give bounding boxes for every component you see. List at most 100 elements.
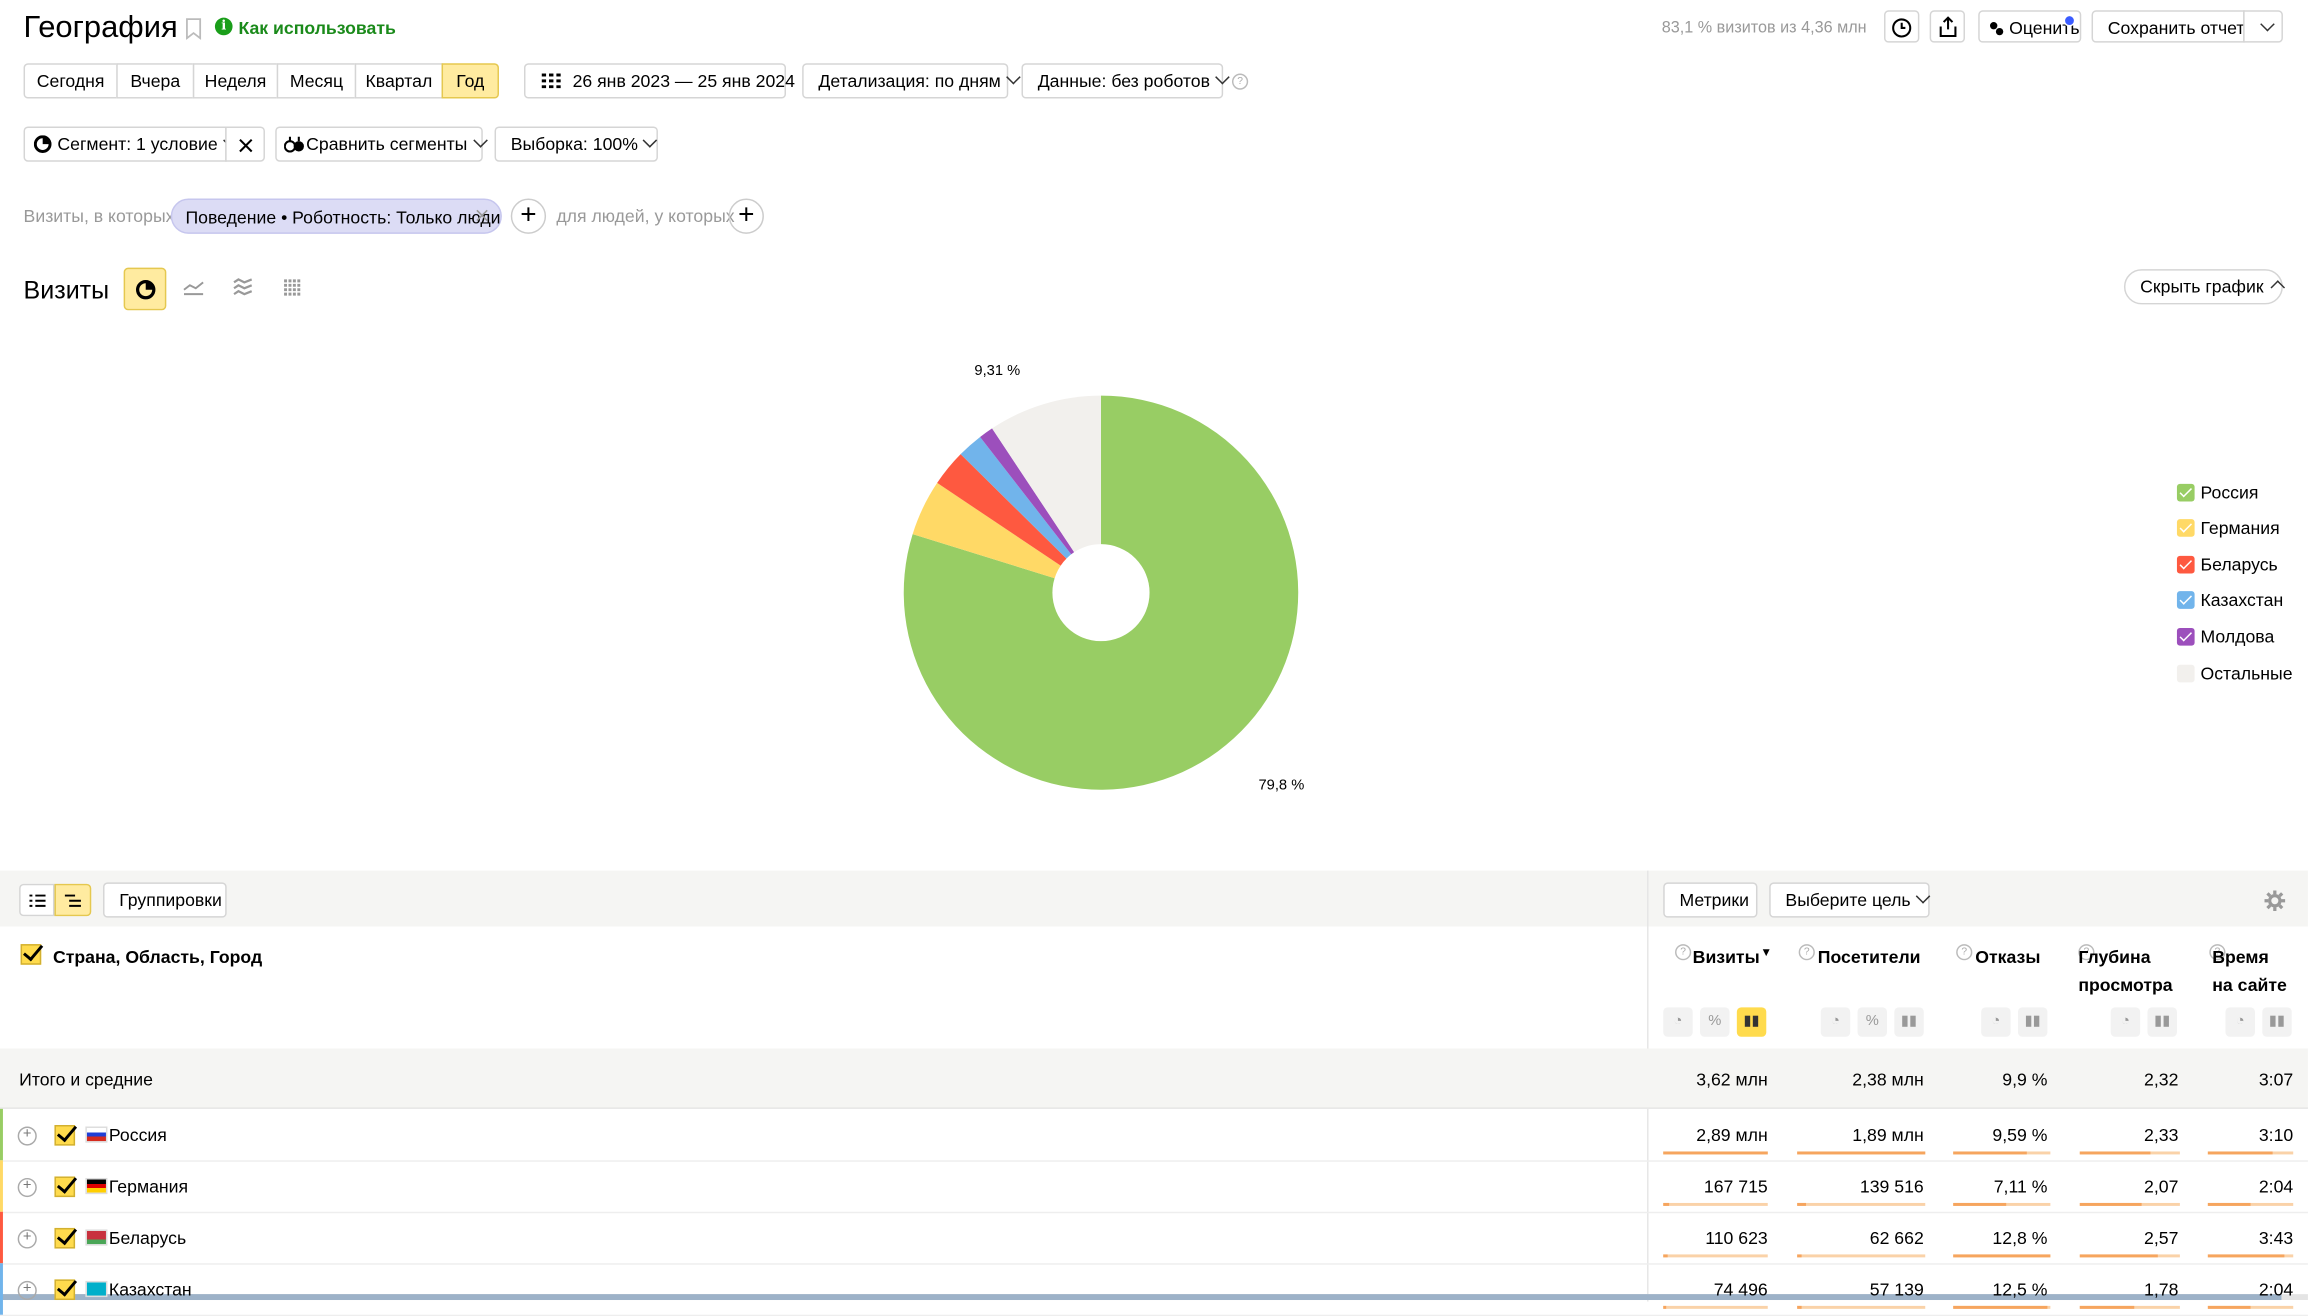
pie-view-icon[interactable]: ◔ [1820, 1007, 1851, 1037]
row-bar-track [1797, 1254, 1926, 1258]
row-bar-track [2207, 1254, 2294, 1258]
data-filter-dropdown[interactable]: Данные: без роботов [1021, 63, 1230, 99]
tree-icon [64, 894, 81, 907]
pie-slice-1[interactable] [912, 482, 1101, 593]
info-icon: i [214, 17, 233, 36]
bottom-scrollbar[interactable] [0, 1294, 2308, 1301]
expand-icon[interactable]: + [17, 1280, 37, 1301]
flag-icon [85, 1126, 108, 1143]
metrics-button[interactable]: Метрики [1663, 882, 1758, 918]
sort-desc-icon[interactable]: ▼ [1760, 945, 1773, 959]
close-icon[interactable] [475, 209, 488, 222]
percent-view-icon[interactable]: % [1857, 1007, 1887, 1037]
save-report-menu-button[interactable] [2243, 10, 2283, 43]
row-name[interactable]: Беларусь [108, 1227, 187, 1249]
dimension-header[interactable]: Страна, Область, Город [52, 947, 263, 968]
line-chart-icon[interactable] [183, 279, 205, 297]
how-to-use-link[interactable]: Как использовать [238, 17, 396, 39]
table-row[interactable]: + Беларусь 110 623 62 662 12,8 % 2,57 3:43 [0, 1211, 2308, 1265]
plus-icon: + [520, 200, 537, 231]
table-row[interactable]: + Казахстан 74 496 57 139 12,5 % 1,78 2:04 [0, 1263, 2308, 1316]
period-4[interactable]: Квартал [354, 63, 444, 99]
calendar-icon [541, 73, 561, 89]
period-2[interactable]: Неделя [192, 63, 279, 99]
row-checkbox[interactable] [54, 1279, 76, 1301]
pie-view-icon[interactable]: ◔ [2225, 1007, 2255, 1037]
area-chart-icon[interactable] [233, 278, 254, 297]
row-checkbox[interactable] [54, 1125, 76, 1146]
metric-help-icon[interactable]: ? [1675, 944, 1692, 961]
column-header-4[interactable]: Время на сайте [2212, 944, 2287, 1000]
segment-dropdown[interactable]: Сегмент: 1 условие [23, 126, 238, 162]
period-0[interactable]: Сегодня [23, 63, 118, 99]
table-row[interactable]: + Германия 167 715 139 516 7,11 % 2,07 2:04 [0, 1160, 2308, 1214]
bar-view-icon[interactable]: ▮▮ [2147, 1007, 2177, 1037]
period-5[interactable]: Год [441, 63, 499, 99]
select-all-checkbox[interactable] [20, 944, 42, 965]
pie-view-icon[interactable]: ◔ [2110, 1007, 2141, 1037]
row-checkbox[interactable] [54, 1176, 76, 1198]
bookmark-icon[interactable] [185, 18, 202, 40]
row-bar-fill [1953, 1254, 2051, 1258]
pie-view-icon[interactable]: ◔ [1981, 1007, 2011, 1037]
detail-dropdown[interactable]: Детализация: по дням [802, 63, 1021, 99]
pie-chart [903, 395, 1299, 790]
flat-view-button[interactable] [19, 883, 55, 917]
compare-icon [284, 136, 304, 153]
percent-view-icon[interactable]: % [1700, 1007, 1730, 1037]
row-bar-track [2207, 1202, 2294, 1206]
row-checkbox[interactable] [54, 1227, 76, 1249]
clear-segment-button[interactable] [225, 126, 265, 162]
pie-slice-2[interactable] [937, 454, 1101, 593]
pie-slice-4[interactable] [980, 428, 1101, 593]
metric-help-icon[interactable]: ? [1956, 944, 1973, 961]
table-row[interactable]: + Россия 2,89 млн 1,89 млн 9,59 % 2,33 3:10 [0, 1108, 2308, 1162]
row-value-1: 1,89 млн [1852, 1125, 1924, 1146]
metric-help-icon[interactable]: ? [2209, 944, 2226, 961]
expand-icon[interactable]: + [17, 1126, 37, 1146]
date-range-button[interactable]: 26 янв 2023 — 25 янв 2024 [523, 63, 795, 99]
column-header-0[interactable]: Визиты [1693, 944, 1760, 972]
column-header-1[interactable]: Посетители [1818, 944, 1921, 972]
scrollbar-thumb[interactable] [0, 1294, 2282, 1301]
pie-view-icon[interactable]: ◔ [1663, 1007, 1693, 1037]
help-icon[interactable]: ? [1231, 73, 1249, 90]
compare-segments-dropdown[interactable]: Сравнить сегменты [275, 126, 488, 162]
period-3[interactable]: Месяц [276, 63, 357, 99]
metric-help-icon[interactable]: ? [1798, 944, 1815, 961]
row-name[interactable]: Россия [108, 1125, 167, 1146]
sample-dropdown[interactable]: Выборка: 100% [494, 126, 658, 162]
expand-icon[interactable]: + [17, 1229, 37, 1249]
hide-chart-button[interactable]: Скрыть график [2123, 269, 2285, 305]
groupings-button[interactable]: Группировки [103, 882, 227, 918]
add-visit-condition-button[interactable]: + [510, 198, 547, 234]
pie-slice-3[interactable] [960, 436, 1101, 593]
legend-swatch [2176, 555, 2195, 574]
select-goal-dropdown[interactable]: Выберите цель [1769, 882, 1931, 918]
metric-help-icon[interactable]: ? [2078, 944, 2095, 961]
bar-chart-icon[interactable] [283, 278, 302, 297]
row-name[interactable]: Казахстан [108, 1279, 192, 1301]
pie-slice-5[interactable] [992, 395, 1101, 593]
tree-view-button[interactable] [54, 883, 92, 917]
chart-title: Визиты [23, 276, 110, 305]
bar-view-icon[interactable]: ▮▮ [1736, 1007, 1767, 1037]
period-1[interactable]: Вчера [116, 63, 195, 99]
export-button[interactable] [1929, 10, 1965, 43]
filter-chip[interactable]: Поведение • Роботность: Только люди [170, 198, 502, 234]
expand-icon[interactable]: + [17, 1177, 37, 1198]
legend-swatch [2176, 591, 2195, 609]
bar-view-icon[interactable]: ▮▮ [2262, 1007, 2292, 1037]
save-report-button[interactable]: Сохранить отчет [2091, 10, 2245, 43]
rate-button[interactable]: Оценить [1978, 10, 2082, 43]
bar-view-icon[interactable]: ▮▮ [1894, 1007, 1924, 1037]
add-people-condition-button[interactable]: + [728, 198, 764, 234]
column-header-3[interactable]: Глубина просмотра [2078, 944, 2172, 1000]
row-bar-fill [2207, 1305, 2251, 1309]
row-name[interactable]: Германия [108, 1176, 189, 1198]
bar-view-icon[interactable]: ▮▮ [2017, 1007, 2048, 1037]
column-header-2[interactable]: Отказы [1975, 944, 2040, 972]
history-button[interactable] [1884, 10, 1920, 43]
pie-chart-type-button[interactable] [123, 267, 167, 311]
gear-icon[interactable] [2264, 890, 2286, 912]
